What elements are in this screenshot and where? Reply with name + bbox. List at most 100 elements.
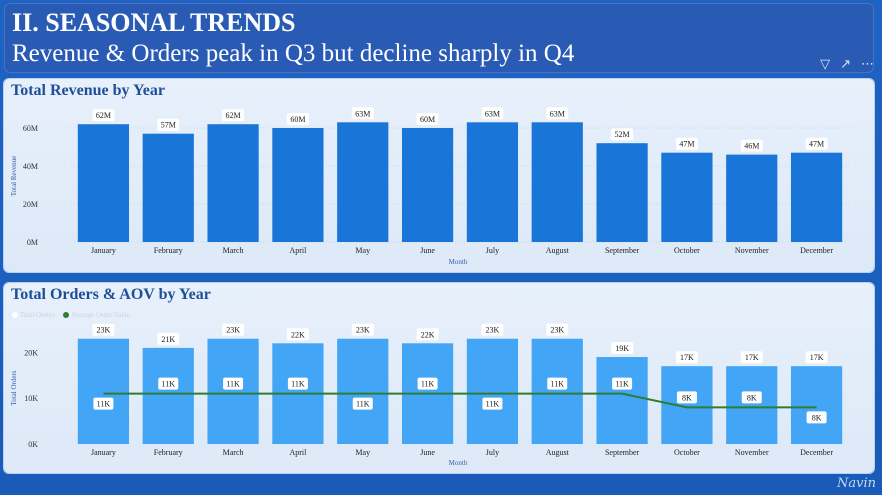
revenue-x-axis-label: Month bbox=[449, 258, 468, 266]
orders-bar bbox=[337, 338, 389, 444]
orders-x-tick: December bbox=[800, 448, 833, 457]
orders-x-tick: January bbox=[91, 448, 116, 457]
revenue-data-label: 63M bbox=[485, 109, 500, 118]
revenue-bar bbox=[337, 122, 389, 242]
orders-x-tick: October bbox=[674, 448, 700, 457]
revenue-chart-panel: Total Revenue by Year 0M 20M 40M 60M Total R… bbox=[4, 79, 874, 272]
revenue-data-label-bg bbox=[92, 109, 115, 122]
revenue-y-tick: 20M bbox=[23, 200, 38, 209]
orders-data-label: 17K bbox=[680, 353, 694, 362]
aov-data-label: 11K bbox=[162, 380, 176, 389]
orders-chart-panel: Total Orders & AOV by Year Total Orders … bbox=[4, 283, 874, 473]
revenue-data-label: 60M bbox=[290, 115, 305, 124]
page-title: II. SEASONAL TRENDS bbox=[12, 8, 296, 37]
orders-x-tick: November bbox=[735, 448, 769, 457]
revenue-bar bbox=[596, 143, 648, 242]
aov-line bbox=[103, 392, 817, 409]
revenue-data-label-bg bbox=[546, 107, 569, 120]
orders-data-label-bg bbox=[222, 323, 245, 336]
revenue-x-tick: August bbox=[546, 246, 570, 255]
orders-data-label-bg bbox=[351, 323, 374, 336]
aov-data-label-bg bbox=[806, 411, 827, 424]
aov-data-label-bg bbox=[223, 377, 244, 390]
revenue-bar bbox=[207, 124, 259, 242]
revenue-x-tick: March bbox=[223, 246, 244, 255]
orders-bar bbox=[531, 338, 583, 444]
orders-data-label: 23K bbox=[226, 326, 240, 335]
revenue-y-tick: 0M bbox=[27, 238, 38, 247]
orders-data-label: 23K bbox=[550, 326, 564, 335]
orders-data-label: 22K bbox=[291, 330, 305, 339]
aov-data-label: 11K bbox=[615, 380, 629, 389]
revenue-data-label-bg bbox=[611, 128, 634, 141]
revenue-data-label-bg bbox=[351, 107, 374, 120]
revenue-bar bbox=[790, 152, 843, 242]
orders-x-tick: July bbox=[486, 448, 499, 457]
revenue-data-label: 62M bbox=[226, 111, 241, 120]
orders-y-tick: 20K bbox=[24, 348, 38, 357]
legend-total-orders[interactable]: Total Orders bbox=[12, 311, 55, 319]
visual-toolbar: ▽ ↗ ⋯ bbox=[820, 57, 874, 72]
aov-data-label: 11K bbox=[486, 400, 500, 409]
aov-data-label-bg bbox=[417, 377, 438, 390]
orders-data-label-bg bbox=[740, 351, 763, 364]
orders-x-tick: May bbox=[355, 448, 370, 457]
orders-data-label-bg bbox=[481, 323, 504, 336]
legend-dot-aov bbox=[63, 312, 70, 318]
orders-data-label: 23K bbox=[97, 326, 111, 335]
orders-x-axis-label: Month bbox=[449, 459, 468, 467]
orders-data-label: 19K bbox=[615, 344, 629, 353]
aov-data-label: 11K bbox=[551, 380, 565, 389]
orders-chart-title: Total Orders & AOV by Year bbox=[11, 286, 211, 303]
aov-data-label: 11K bbox=[291, 380, 305, 389]
aov-data-label: 8K bbox=[812, 413, 822, 422]
orders-y-tick: 0K bbox=[28, 440, 38, 449]
filter-icon[interactable]: ▽ bbox=[820, 57, 831, 72]
orders-bar bbox=[790, 366, 843, 444]
aov-data-label-bg bbox=[352, 397, 373, 410]
aov-data-label-bg bbox=[482, 397, 503, 410]
revenue-x-tick: June bbox=[420, 246, 435, 255]
revenue-data-label-bg bbox=[805, 137, 828, 150]
revenue-bar bbox=[726, 154, 778, 242]
orders-bar bbox=[596, 357, 648, 444]
aov-data-label-bg bbox=[93, 397, 114, 410]
author-signature: Navin bbox=[837, 476, 876, 491]
revenue-x-tick: July bbox=[486, 246, 499, 255]
orders-data-label-bg bbox=[611, 342, 634, 355]
orders-data-label-bg bbox=[286, 328, 309, 341]
revenue-x-tick: May bbox=[355, 246, 370, 255]
orders-bar bbox=[207, 338, 259, 444]
more-icon[interactable]: ⋯ bbox=[861, 57, 874, 72]
aov-data-label-bg bbox=[741, 391, 762, 404]
legend-aov[interactable]: Average Order Value bbox=[63, 311, 130, 319]
expand-icon[interactable]: ↗ bbox=[840, 57, 851, 72]
revenue-y-tick: 40M bbox=[23, 162, 38, 171]
aov-data-label-bg bbox=[547, 377, 568, 390]
revenue-y-tick: 60M bbox=[23, 124, 38, 133]
orders-data-label: 23K bbox=[486, 326, 500, 335]
orders-x-tick: June bbox=[420, 448, 435, 457]
revenue-y-axis-label: Total Revenue bbox=[10, 156, 18, 197]
orders-data-label-bg bbox=[675, 351, 698, 364]
aov-data-label: 11K bbox=[421, 380, 435, 389]
revenue-data-label: 46M bbox=[744, 142, 759, 151]
revenue-data-label-bg bbox=[286, 113, 309, 125]
aov-data-label-bg bbox=[612, 377, 633, 390]
revenue-x-tick: December bbox=[800, 246, 833, 255]
revenue-bar bbox=[77, 124, 130, 242]
legend-label-aov: Average Order Value bbox=[71, 311, 130, 319]
aov-data-label: 8K bbox=[747, 393, 757, 402]
orders-aov-chart: 0K 10K 20K Total Orders January February March… bbox=[10, 323, 843, 467]
orders-bar bbox=[77, 338, 130, 444]
revenue-data-label: 57M bbox=[161, 121, 176, 130]
revenue-data-label-bg bbox=[740, 139, 763, 152]
revenue-data-label-bg bbox=[675, 137, 698, 150]
revenue-data-label: 63M bbox=[355, 109, 370, 118]
orders-x-tick: April bbox=[289, 448, 307, 457]
legend-label-orders: Total Orders bbox=[20, 311, 56, 319]
revenue-x-tick: April bbox=[289, 246, 307, 255]
orders-data-label: 21K bbox=[161, 335, 175, 344]
revenue-x-tick: September bbox=[605, 246, 640, 255]
revenue-x-tick: November bbox=[735, 246, 769, 255]
